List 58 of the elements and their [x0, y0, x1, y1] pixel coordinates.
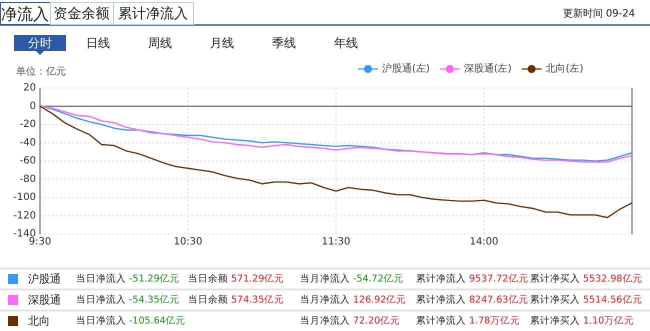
text: 累计净买入: [530, 294, 580, 306]
text: 1.78万亿元: [469, 316, 520, 326]
text: 日线: [86, 36, 110, 50]
text: 累计净流入: [416, 272, 466, 284]
text: 5514.56亿元: [583, 294, 642, 306]
text: 126.92亿元: [353, 294, 406, 306]
y-axis-title: 单位：亿元: [16, 66, 66, 78]
text: -51.29亿元: [129, 274, 180, 284]
text: -54.35亿元: [129, 294, 180, 306]
x-tick-label: 11:30: [322, 236, 350, 248]
x-tick-label: 10:30: [174, 236, 202, 248]
text: 8247.63亿元: [469, 294, 528, 306]
text: 当月净流入: [300, 294, 350, 306]
text: 当月净流入: [300, 272, 350, 284]
text: -105.64亿元: [129, 316, 186, 326]
legend-label: 沪股通(左): [382, 62, 430, 74]
y-tick-label: -60: [20, 156, 36, 166]
legend-label: 北向(左): [546, 62, 584, 74]
text: 深股通: [28, 294, 61, 306]
y-tick-label: 20: [23, 82, 36, 94]
text: 累计净流入: [416, 314, 466, 326]
text: 资金余额: [54, 6, 110, 22]
text: 当日净流入: [76, 294, 126, 306]
y-tick-label: -120: [13, 210, 36, 222]
text: 当月净流入: [300, 314, 350, 326]
text: 574.35亿元: [231, 294, 284, 306]
text: 1.10万亿元: [583, 316, 634, 326]
text: 季线: [272, 36, 296, 50]
y-tick-label: -40: [20, 137, 36, 148]
text: 净流入: [1, 4, 49, 24]
text: 72.20亿元: [353, 316, 400, 326]
text: 月线: [210, 36, 234, 50]
y-tick-label: -20: [20, 119, 36, 130]
y-tick-label: 0: [30, 100, 36, 112]
text: 累计净买入: [530, 272, 580, 284]
text: 更新时间 09-24: [562, 8, 635, 20]
text: 571.29亿元: [231, 274, 284, 284]
text: 当日余额: [188, 272, 228, 284]
text: -54.72亿元: [353, 274, 404, 284]
text: 当日净流入: [76, 314, 126, 326]
y-tick-label: -100: [13, 192, 36, 203]
x-tick-label: 9:30: [28, 236, 52, 248]
text: 当日余额: [188, 294, 228, 306]
text: 北向: [28, 314, 50, 328]
legend-label: 深股通(左): [464, 62, 512, 74]
x-tick-label: 14:00: [470, 236, 498, 248]
text: 累计净流入: [118, 6, 188, 22]
text: 累计净流入: [416, 294, 466, 306]
text: 周线: [148, 36, 172, 50]
text: 9537.72亿元: [469, 274, 528, 284]
text: 当日净流入: [76, 272, 126, 284]
y-tick-label: -80: [20, 174, 36, 185]
text: 5532.98亿元: [583, 274, 642, 284]
line-series: [39, 106, 633, 218]
text: 累计净买入: [530, 314, 580, 326]
text: 沪股通: [28, 272, 61, 286]
text: 分时: [28, 36, 52, 50]
text: 年线: [334, 36, 358, 50]
